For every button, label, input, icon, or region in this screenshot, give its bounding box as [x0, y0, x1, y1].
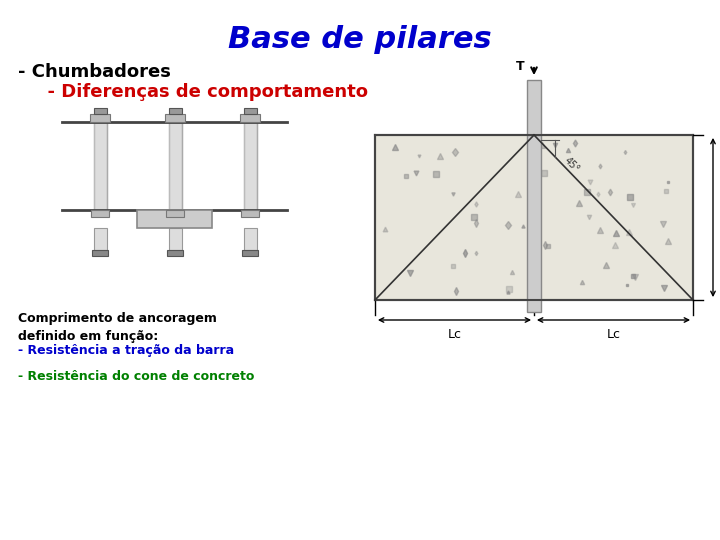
Text: Base de pilares: Base de pilares: [228, 25, 492, 54]
Bar: [243, 108, 256, 114]
Bar: [137, 210, 212, 228]
Text: Lc: Lc: [448, 328, 462, 341]
Bar: [90, 114, 110, 122]
Bar: [240, 114, 260, 122]
Bar: [92, 250, 108, 256]
Bar: [242, 250, 258, 256]
Bar: [168, 108, 181, 114]
Bar: [167, 250, 183, 256]
Bar: [243, 228, 256, 250]
Text: - Resistência do cone de concreto: - Resistência do cone de concreto: [18, 370, 254, 383]
Bar: [375, 135, 693, 300]
Text: T: T: [516, 60, 524, 73]
Text: 45°: 45°: [562, 155, 581, 174]
Bar: [94, 228, 107, 250]
Text: Comprimento de ancoragem
definido em função:: Comprimento de ancoragem definido em fun…: [18, 312, 217, 343]
Text: - Resistência a tração da barra: - Resistência a tração da barra: [18, 344, 234, 357]
Bar: [168, 228, 181, 250]
Text: - Diferenças de comportamento: - Diferenças de comportamento: [35, 83, 368, 101]
Text: Lc: Lc: [719, 211, 720, 225]
Text: - Chumbadores: - Chumbadores: [18, 63, 171, 81]
Bar: [527, 80, 541, 135]
Bar: [166, 210, 184, 217]
Text: Lc: Lc: [606, 328, 621, 341]
Bar: [241, 210, 259, 217]
Bar: [527, 135, 541, 312]
Bar: [91, 210, 109, 217]
Bar: [243, 122, 256, 210]
Bar: [94, 108, 107, 114]
Bar: [94, 122, 107, 210]
Bar: [168, 122, 181, 210]
Bar: [165, 114, 185, 122]
